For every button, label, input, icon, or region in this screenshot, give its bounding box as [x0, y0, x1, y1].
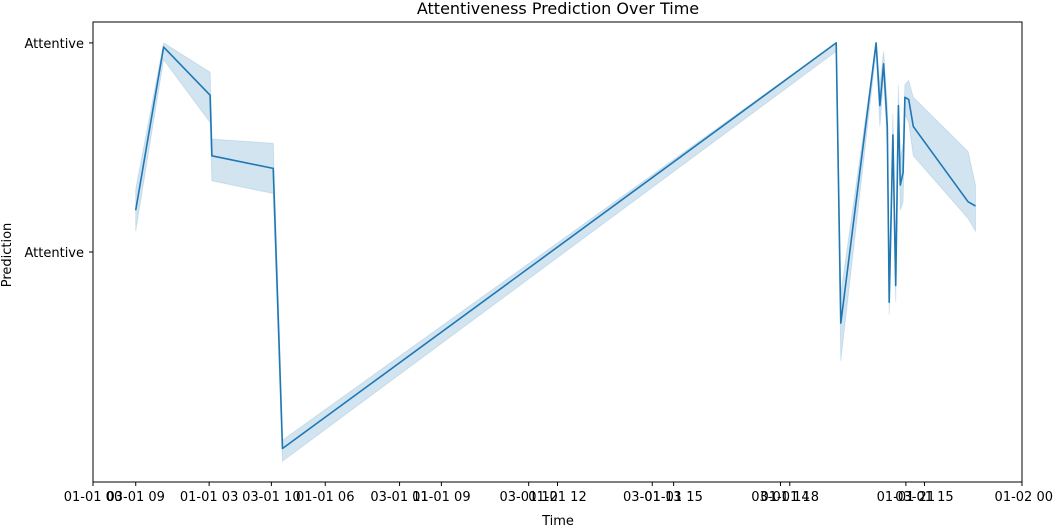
x-tick-label: 03-01 11: [370, 490, 428, 505]
x-axis-title: Time: [541, 514, 574, 527]
x-tick-label: 01-01 00: [64, 490, 122, 505]
chart-title: Attentiveness Prediction Over Time: [417, 0, 699, 18]
x-tick-label: 03-01 12: [499, 490, 557, 505]
x-tick-label: 01-01 03: [180, 490, 238, 505]
x-tick-label: 01-01 09: [412, 490, 470, 505]
y-tick-label: Attentive: [25, 246, 85, 261]
series-line: [134, 42, 976, 450]
y-axis-ticks: Attentive Attentive: [25, 37, 93, 261]
x-tick-label: 03-01 13: [623, 490, 681, 505]
x-tick-label: 01-01 18: [761, 490, 819, 505]
x-tick-label: 01-01 15: [644, 490, 702, 505]
x-tick-label: 03-01 09: [107, 490, 165, 505]
y-tick-label: Attentive: [25, 37, 85, 52]
x-tick-label: 01-01 21: [877, 490, 935, 505]
x-tick-label: 03-01 15: [895, 490, 953, 505]
y-axis-title: Prediction: [0, 223, 15, 288]
x-tick-label: 01-01 06: [296, 490, 354, 505]
x-tick-label: 03-01 10: [242, 490, 300, 505]
x-tick-label: 01-01 12: [528, 490, 586, 505]
x-tick-label: 03-01 14: [751, 490, 809, 505]
x-tick-label: 01-02 00: [995, 490, 1053, 505]
plot-area: [134, 41, 976, 463]
